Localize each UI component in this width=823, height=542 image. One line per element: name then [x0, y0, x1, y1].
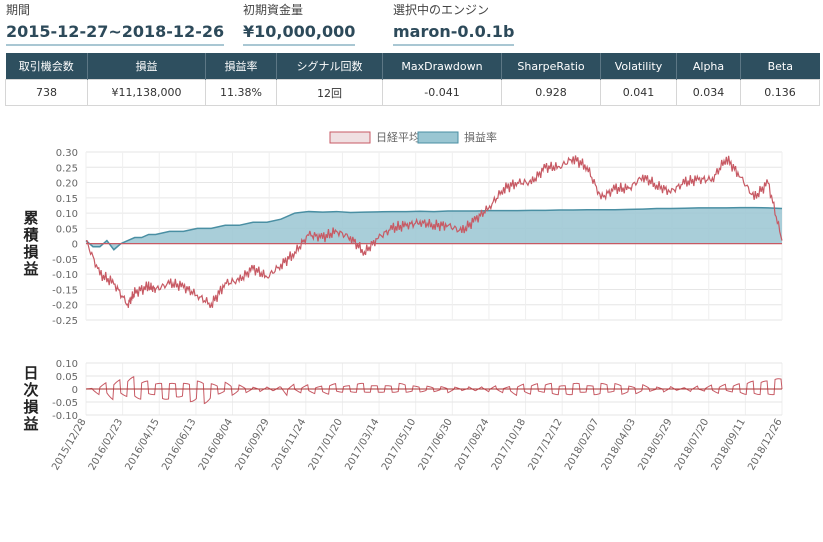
top-y-tick-label: 0.05: [56, 224, 78, 235]
cumulative-pnl-axis-label: 累積損益: [23, 209, 39, 278]
bottom-y-tick-label: 0: [72, 385, 78, 396]
top-y-tick-label: -0.15: [52, 285, 78, 296]
header-signal-count[interactable]: シグナル回数: [276, 53, 383, 80]
capital-field: 初期資金量 ¥10,000,000: [243, 2, 356, 46]
x-tick-label: 2017/10/18: [490, 417, 528, 472]
x-tick-label: 2017/12/12: [526, 417, 564, 472]
top-y-tick-label: -0.20: [52, 301, 78, 312]
bottom-y-tick-label: -0.10: [52, 411, 78, 422]
x-tick-label: 2016/04/15: [124, 417, 162, 472]
x-tick-label: 2016/11/24: [270, 417, 308, 472]
period-value: 2015-12-27~2018-12-26: [6, 21, 225, 46]
pnl-chart[interactable]: 日経平均 損益率 0.30 0.25 0.20 0.15 0.10 0.05 0 -0.05 -…: [0, 110, 823, 538]
summary-header: 期間 2015-12-27~2018-12-26 初期資金量 ¥10,000,0…: [0, 0, 823, 48]
bottom-y-tick-label: 0.05: [56, 372, 78, 383]
daily-pnl-axis-label: 日次損益: [23, 364, 39, 433]
period-field: 期間 2015-12-27~2018-12-26: [6, 2, 225, 46]
x-tick-label: 2016/09/29: [233, 417, 271, 472]
stats-header-row: 取引機会数 損益 損益率 シグナル回数 MaxDrawdown SharpeRa…: [5, 53, 820, 80]
x-tick-label: 2016/08/04: [197, 417, 235, 472]
header-volatility[interactable]: Volatility: [600, 53, 677, 80]
top-chart-grid: 0.30 0.25 0.20 0.15 0.10 0.05 0 -0.05 -0.10 -0.15…: [52, 148, 783, 415]
bottom-y-tick-label: 0.10: [56, 359, 78, 370]
top-y-tick-label: -0.05: [52, 255, 78, 266]
x-tick-label: 2018/02/07: [563, 417, 601, 472]
value-alpha: 0.034: [676, 79, 741, 106]
period-label: 期間: [6, 3, 31, 17]
header-pnl-rate[interactable]: 損益率: [205, 53, 277, 80]
engine-field: 選択中のエンジン maron-0.0.1b: [393, 2, 515, 46]
header-sharpe-ratio[interactable]: SharpeRatio: [501, 53, 601, 80]
value-beta: 0.136: [740, 79, 820, 106]
x-tick-label: 2018/09/11: [710, 417, 748, 472]
capital-label: 初期資金量: [243, 3, 304, 17]
x-axis-ticks: 2015/12/282016/02/232016/04/152016/06/13…: [50, 417, 784, 472]
value-max-drawdown: -0.041: [382, 79, 502, 106]
x-tick-label: 2015/12/28: [50, 417, 88, 472]
engine-value[interactable]: maron-0.0.1b: [393, 21, 515, 46]
value-trade-opportunities: 738: [5, 79, 88, 106]
header-trade-opportunities[interactable]: 取引機会数: [5, 53, 88, 80]
value-pnl: ¥11,138,000: [87, 79, 206, 106]
header-alpha[interactable]: Alpha: [676, 53, 741, 80]
x-tick-label: 2018/12/26: [746, 417, 784, 472]
stats-table: 取引機会数 損益 損益率 シグナル回数 MaxDrawdown SharpeRa…: [5, 53, 820, 106]
x-tick-label: 2018/05/29: [636, 417, 674, 472]
engine-label: 選択中のエンジン: [393, 3, 490, 17]
x-tick-label: 2018/07/20: [673, 417, 711, 472]
legend: 日経平均 損益率: [329, 130, 497, 144]
value-signal-count: 12回: [276, 79, 383, 106]
nikkei-line[interactable]: [85, 155, 783, 309]
x-tick-label: 2017/05/10: [380, 417, 418, 472]
top-y-tick-label: 0: [72, 240, 78, 251]
top-y-tick-label: -0.10: [52, 270, 78, 281]
x-tick-label: 2017/03/14: [343, 417, 381, 472]
x-tick-label: 2017/08/24: [453, 417, 491, 472]
pnl-rate-line[interactable]: [85, 206, 783, 251]
x-tick-label: 2018/04/03: [600, 417, 638, 472]
x-tick-label: 2017/06/30: [417, 417, 455, 472]
bottom-chart-series: [85, 376, 783, 405]
value-pnl-rate: 11.38%: [205, 79, 277, 106]
top-y-tick-label: 0.30: [56, 148, 78, 159]
x-tick-label: 2016/02/23: [87, 417, 125, 472]
top-y-tick-label: 0.20: [56, 179, 78, 190]
chart-area: 累積損益 日次損益 日経平均 損益率 0.30 0.25 0.20 0.15 0.10 0…: [0, 110, 823, 538]
daily-pnl-line[interactable]: [85, 376, 783, 405]
top-y-tick-label: 0.25: [56, 163, 78, 174]
top-chart-series: [85, 155, 783, 309]
top-y-tick-label: 0.15: [56, 194, 78, 205]
top-y-tick-label: -0.25: [52, 316, 78, 327]
value-sharpe-ratio: 0.928: [501, 79, 601, 106]
legend-pnl-label[interactable]: 損益率: [464, 130, 497, 144]
value-volatility: 0.041: [600, 79, 677, 106]
bottom-y-tick-label: -0.05: [52, 398, 78, 409]
header-pnl[interactable]: 損益: [87, 53, 206, 80]
legend-nikkei-swatch[interactable]: [329, 131, 371, 144]
top-y-tick-label: 0.10: [56, 209, 78, 220]
header-max-drawdown[interactable]: MaxDrawdown: [382, 53, 502, 80]
legend-nikkei-label[interactable]: 日経平均: [376, 131, 420, 144]
pnl-rate-area[interactable]: [86, 207, 782, 250]
stats-value-row: 738 ¥11,138,000 11.38% 12回 -0.041 0.928 …: [5, 79, 820, 106]
x-tick-label: 2017/01/20: [307, 417, 345, 472]
x-tick-label: 2016/06/13: [160, 417, 198, 472]
capital-value: ¥10,000,000: [243, 21, 356, 46]
legend-pnl-swatch[interactable]: [417, 131, 459, 144]
header-beta[interactable]: Beta: [740, 53, 820, 80]
